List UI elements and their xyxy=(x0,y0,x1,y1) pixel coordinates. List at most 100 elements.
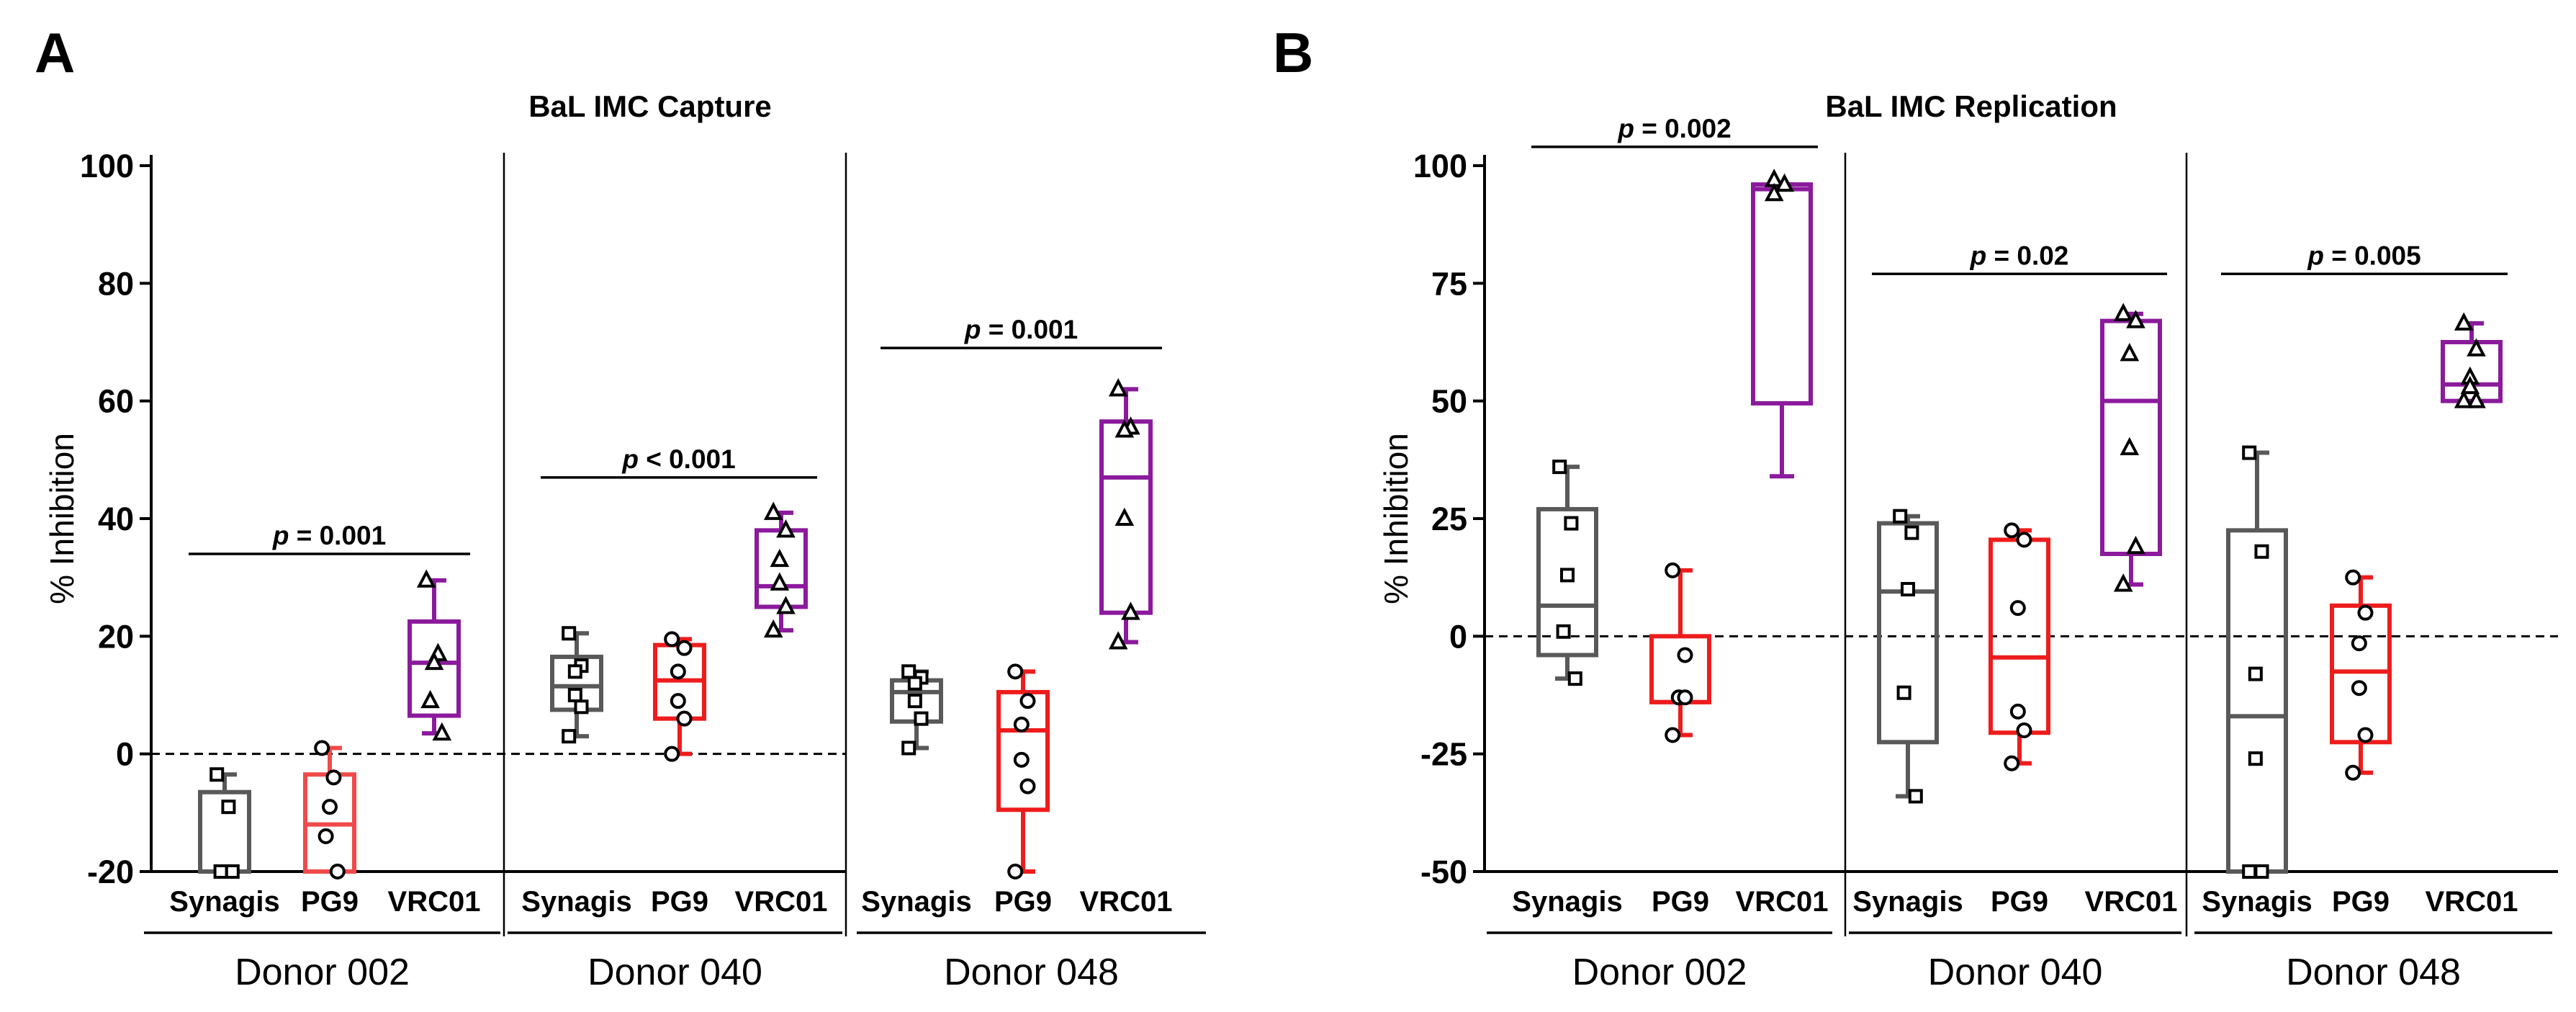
data-point-circle xyxy=(2345,569,2361,586)
box-vrc01: VRC01 xyxy=(2085,303,2177,918)
donor-label: Donor 048 xyxy=(944,951,1119,993)
data-point-circle xyxy=(2357,727,2374,743)
data-point-square xyxy=(574,699,589,715)
y-tick-label: 50 xyxy=(1431,383,1467,420)
y-axis-label: % Inhibition xyxy=(43,433,81,604)
category-label: PG9 xyxy=(651,886,708,918)
panel-letter: B xyxy=(1273,21,1313,84)
data-point-circle xyxy=(676,640,693,656)
p-value: = 0.02 xyxy=(1986,241,2068,270)
data-point-circle xyxy=(325,769,342,786)
p-value: = 0.005 xyxy=(2324,241,2421,270)
data-point-triangle xyxy=(2467,338,2486,357)
p-value-label: p < 0.001 xyxy=(621,444,735,474)
y-tick-label: 40 xyxy=(98,501,134,537)
data-point-circle xyxy=(314,740,330,756)
category-label: PG9 xyxy=(1652,886,1709,918)
box-vrc01: VRC01 xyxy=(2426,312,2518,918)
p-value-label: p = 0.002 xyxy=(1617,114,1731,143)
y-tick-label: 25 xyxy=(1431,501,1467,537)
data-point-square xyxy=(2248,666,2263,681)
data-point-triangle xyxy=(2113,573,2133,592)
data-point-square xyxy=(562,729,577,744)
data-point-triangle xyxy=(2454,390,2474,408)
data-point-circle xyxy=(2351,635,2367,652)
iqr-box xyxy=(1877,521,1939,745)
p-value-label: p = 0.005 xyxy=(2307,241,2420,270)
category-label: Synagis xyxy=(861,886,971,918)
data-point-circle xyxy=(318,828,334,844)
p-symbol: p xyxy=(272,521,289,550)
category-label: Synagis xyxy=(1512,886,1622,918)
iqr-box xyxy=(407,619,461,718)
box-synagis: Synagis xyxy=(861,664,972,918)
data-point-square xyxy=(567,664,582,679)
data-point-triangle xyxy=(2467,390,2486,408)
data-point-triangle xyxy=(432,722,452,741)
y-tick-label: 0 xyxy=(116,736,134,773)
y-axis-label: % Inhibition xyxy=(1377,433,1415,604)
y-tick-label: 60 xyxy=(98,383,134,420)
chart-title: BaL IMC Capture xyxy=(528,89,772,123)
category-label: Synagis xyxy=(521,886,631,918)
panel-A: A BaL IMC Capture % Inhibition -20 0 20 40 60 80… xyxy=(35,21,1206,993)
data-point-triangle xyxy=(2113,303,2133,321)
data-point-triangle xyxy=(776,596,796,614)
category-label: PG9 xyxy=(1991,886,2048,918)
data-point-triangle xyxy=(770,548,790,568)
data-point-square xyxy=(1560,568,1575,583)
data-point-circle xyxy=(2009,703,2026,720)
data-point-triangle xyxy=(2126,310,2145,328)
y-tick-label: -20 xyxy=(87,854,134,890)
data-point-square xyxy=(1904,525,1919,540)
y-tick-label: 75 xyxy=(1431,265,1467,302)
data-point-square xyxy=(901,664,917,679)
donor-label: Donor 040 xyxy=(587,951,762,993)
data-point-square xyxy=(1896,685,1911,700)
data-point-circle xyxy=(1019,778,1036,794)
p-value-label: p = 0.001 xyxy=(964,315,1078,344)
data-point-square xyxy=(567,688,582,702)
category-label: PG9 xyxy=(2332,886,2390,918)
data-point-triangle xyxy=(420,689,440,709)
box-synagis: Synagis xyxy=(2202,445,2312,918)
chart-title: BaL IMC Replication xyxy=(1825,89,2117,123)
data-point-square xyxy=(907,694,922,709)
data-point-circle xyxy=(329,864,346,879)
category-label: VRC01 xyxy=(735,886,828,918)
donor-group: p = 0.005 Synagis PG9 VRC01 Donor 048 xyxy=(2194,241,2552,993)
p-value-label: p = 0.02 xyxy=(1970,241,2069,270)
data-point-square xyxy=(562,626,577,641)
data-point-square xyxy=(1893,509,1908,524)
data-point-triangle xyxy=(763,619,783,638)
box-pg9: PG9 xyxy=(301,740,359,918)
data-point-square xyxy=(2242,864,2257,879)
y-tick-label: 80 xyxy=(98,265,134,302)
data-point-square xyxy=(1901,582,1915,596)
data-point-circle xyxy=(670,663,686,680)
data-point-circle xyxy=(1013,716,1030,733)
data-point-circle xyxy=(1007,864,1024,879)
data-point-triangle xyxy=(2460,375,2480,395)
box-pg9: PG9 xyxy=(2330,569,2392,918)
data-point-square xyxy=(210,767,225,782)
data-point-circle xyxy=(1013,751,1030,768)
box-synagis: Synagis xyxy=(521,626,632,918)
data-point-circle xyxy=(2016,532,2032,548)
donor-label: Donor 040 xyxy=(1928,951,2103,993)
category-label: Synagis xyxy=(2202,886,2312,918)
data-point-triangle xyxy=(1764,182,1784,202)
p-value: = 0.001 xyxy=(289,521,386,550)
data-point-circle xyxy=(670,693,686,709)
data-point-triangle xyxy=(2120,436,2140,455)
donor-group: p = 0.001 Synagis PG9 VRC01 Donor 048 xyxy=(857,315,1206,993)
box-vrc01: VRC01 xyxy=(1736,169,1828,918)
data-point-circle xyxy=(1677,647,1693,663)
iqr-box xyxy=(755,528,808,609)
data-point-triangle xyxy=(2454,312,2474,331)
data-point-triangle xyxy=(1121,601,1140,620)
data-point-square xyxy=(213,864,228,879)
data-point-square xyxy=(914,711,929,726)
donor-label: Donor 002 xyxy=(1572,951,1747,993)
